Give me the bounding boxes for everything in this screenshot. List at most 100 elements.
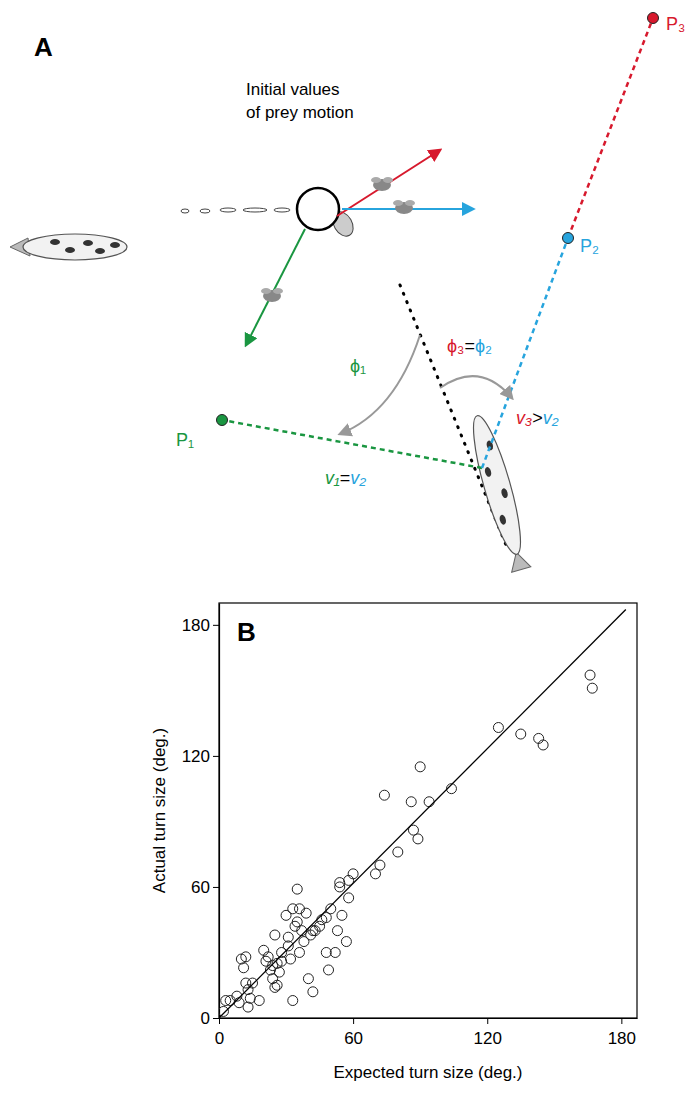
data-point bbox=[248, 978, 258, 988]
data-point bbox=[292, 884, 302, 894]
y-axis-tick-mark bbox=[213, 887, 219, 888]
x-axis-tick-label: 180 bbox=[608, 1029, 636, 1048]
data-point bbox=[283, 932, 293, 942]
point bbox=[563, 233, 574, 244]
angle-label: ϕ₁ bbox=[350, 356, 366, 376]
data-point bbox=[516, 729, 526, 739]
point bbox=[648, 13, 659, 24]
data-point bbox=[424, 797, 434, 807]
data-point bbox=[335, 878, 345, 888]
y-axis-tick-mark bbox=[213, 756, 219, 757]
y-axis-tick: 180 bbox=[182, 616, 219, 635]
data-point bbox=[303, 974, 313, 984]
prey bbox=[393, 200, 415, 214]
y-axis-tick-label: 120 bbox=[182, 747, 210, 766]
data-point bbox=[277, 956, 287, 966]
point-label: P₃ bbox=[666, 14, 685, 34]
data-point bbox=[294, 947, 304, 957]
y-axis-tick-label: 60 bbox=[191, 878, 210, 897]
y-axis-tick-label: 180 bbox=[182, 616, 210, 635]
y-axis-tick-label: 0 bbox=[201, 1009, 210, 1028]
angle-arc bbox=[440, 376, 512, 398]
panel-b: 0 60 120 180 0 60 120 180 Expected turn size (de… bbox=[150, 603, 638, 1082]
x-axis-title: Expected turn size (deg.) bbox=[334, 1063, 523, 1082]
data-point bbox=[335, 882, 345, 892]
speed-label-part: v₃ bbox=[516, 408, 532, 428]
data-point bbox=[288, 996, 298, 1006]
data-point bbox=[301, 908, 311, 918]
x-axis-tick: 0 bbox=[215, 1018, 224, 1048]
data-point bbox=[585, 670, 595, 680]
data-point bbox=[413, 834, 423, 844]
panel-a: AInitial valuesof prey motionP₁P₂P₃ϕ₁ϕ₃=… bbox=[10, 13, 685, 574]
y-axis-tick: 0 bbox=[201, 1009, 219, 1028]
x-axis-tick-label: 120 bbox=[474, 1029, 502, 1048]
x-axis-tick: 180 bbox=[608, 1018, 636, 1048]
point bbox=[217, 415, 228, 426]
data-point bbox=[538, 740, 548, 750]
data-point bbox=[270, 982, 280, 992]
fish-bottom bbox=[465, 412, 534, 573]
speed-label-part: = bbox=[340, 468, 351, 488]
data-point bbox=[254, 996, 264, 1006]
x-axis-tick-mark bbox=[621, 1018, 622, 1024]
path-to-point bbox=[482, 238, 568, 468]
strike-point bbox=[297, 188, 357, 240]
prey bbox=[261, 288, 283, 302]
speed-label-part: v₂ bbox=[350, 468, 366, 488]
bubble-trail bbox=[181, 208, 290, 213]
data-point bbox=[587, 683, 597, 693]
data-point bbox=[241, 952, 251, 962]
y-axis-tick: 120 bbox=[182, 747, 219, 766]
data-point bbox=[221, 996, 231, 1006]
y-axis-title: Actual turn size (deg.) bbox=[150, 728, 169, 893]
y-axis: 0 60 120 180 bbox=[182, 604, 220, 1028]
prey-arrow bbox=[337, 150, 440, 216]
angle-label-part: ϕ₁ bbox=[350, 356, 366, 376]
x-axis-tick-label: 60 bbox=[344, 1029, 363, 1048]
angle-label-part: = bbox=[464, 336, 475, 356]
fish-left bbox=[10, 234, 127, 260]
data-point bbox=[332, 926, 342, 936]
data-point bbox=[299, 937, 309, 947]
panel-letter: B bbox=[237, 617, 256, 647]
speed-label: v₁=v₂ bbox=[325, 468, 366, 488]
y-axis-tick-mark bbox=[213, 625, 219, 626]
data-point bbox=[270, 930, 280, 940]
angle-label: ϕ₃=ϕ₂ bbox=[447, 336, 492, 356]
angle-label-part: ϕ₃ bbox=[447, 336, 464, 356]
x-axis-tick-label: 0 bbox=[215, 1029, 224, 1048]
data-point bbox=[234, 998, 244, 1008]
x-axis-tick-mark bbox=[353, 1018, 354, 1024]
data-point bbox=[286, 954, 296, 964]
figure: AInitial valuesof prey motionP₁P₂P₃ϕ₁ϕ₃=… bbox=[0, 0, 688, 1095]
data-point bbox=[337, 910, 347, 920]
data-point bbox=[281, 910, 291, 920]
data-point bbox=[344, 893, 354, 903]
x-axis-tick: 120 bbox=[474, 1018, 502, 1048]
fit-line bbox=[219, 610, 626, 1018]
data-point bbox=[393, 847, 403, 857]
speed-label-part: v₂ bbox=[543, 408, 559, 428]
path-to-point bbox=[222, 420, 482, 468]
data-point bbox=[330, 947, 340, 957]
y-axis-tick: 60 bbox=[191, 878, 219, 897]
prey-arrow bbox=[246, 229, 305, 345]
data-point bbox=[315, 921, 325, 931]
prey bbox=[371, 177, 393, 191]
caption: of prey motion bbox=[246, 103, 354, 122]
x-axis: 0 60 120 180 bbox=[215, 1018, 638, 1048]
data-point bbox=[493, 723, 503, 733]
speed-label: v₃>v₂ bbox=[516, 408, 559, 428]
x-axis-tick: 60 bbox=[344, 1018, 363, 1048]
data-point bbox=[274, 967, 284, 977]
data-point bbox=[219, 1006, 228, 1016]
y-axis-tick-mark bbox=[213, 1018, 219, 1019]
plot-frame bbox=[219, 603, 637, 1018]
data-point bbox=[324, 965, 334, 975]
speed-label-part: > bbox=[532, 408, 543, 428]
point-label: P₁ bbox=[176, 430, 194, 450]
data-point bbox=[341, 937, 351, 947]
data-point bbox=[245, 993, 255, 1003]
data-point bbox=[406, 797, 416, 807]
